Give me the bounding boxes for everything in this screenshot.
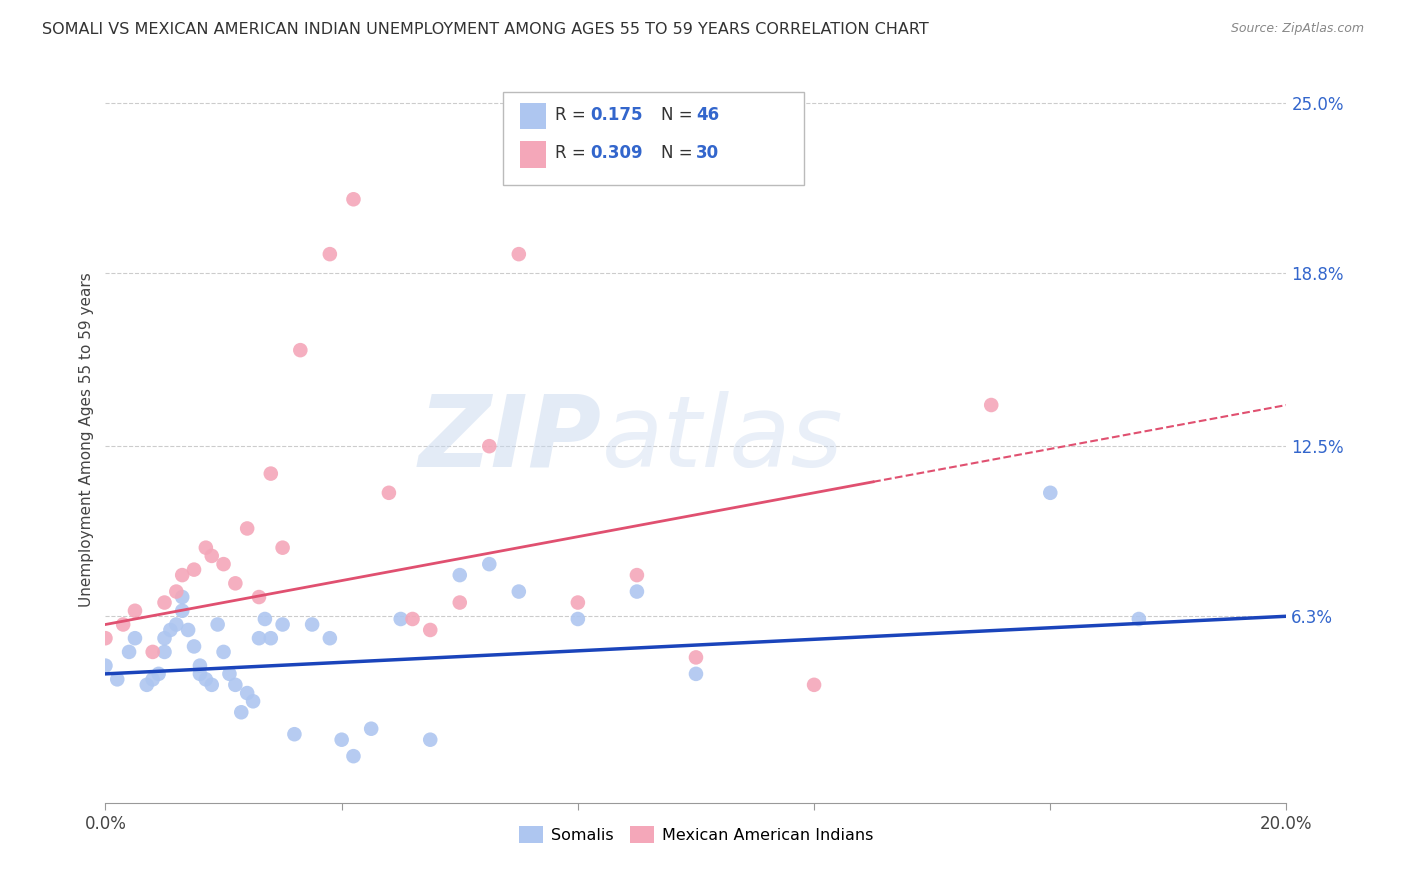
- Point: [236, 521, 259, 535]
- Point: [188, 666, 211, 681]
- Point: [194, 541, 217, 555]
- Point: [508, 247, 530, 261]
- Point: [94, 631, 117, 645]
- Point: [567, 612, 589, 626]
- Point: [201, 549, 224, 563]
- Point: [419, 732, 441, 747]
- Point: [478, 557, 501, 571]
- Point: [118, 645, 141, 659]
- Point: [449, 595, 471, 609]
- Point: [183, 640, 205, 654]
- Point: [290, 343, 312, 358]
- Point: [401, 612, 423, 626]
- Point: [360, 722, 382, 736]
- Point: [153, 595, 176, 609]
- Point: [283, 727, 305, 741]
- Point: [980, 398, 1002, 412]
- Point: [165, 584, 187, 599]
- Text: 0.175: 0.175: [591, 106, 643, 124]
- Point: [201, 678, 224, 692]
- Text: R =: R =: [555, 145, 592, 162]
- Point: [94, 658, 117, 673]
- Text: 46: 46: [696, 106, 718, 124]
- Text: 0.309: 0.309: [591, 145, 643, 162]
- Point: [194, 673, 217, 687]
- Point: [419, 623, 441, 637]
- Point: [183, 563, 205, 577]
- Point: [1128, 612, 1150, 626]
- Point: [319, 247, 342, 261]
- Point: [142, 645, 165, 659]
- Text: R =: R =: [555, 106, 592, 124]
- Point: [389, 612, 412, 626]
- Point: [342, 749, 364, 764]
- Point: [449, 568, 471, 582]
- Point: [172, 590, 194, 604]
- Point: [236, 686, 259, 700]
- Point: [508, 584, 530, 599]
- Text: Source: ZipAtlas.com: Source: ZipAtlas.com: [1230, 22, 1364, 36]
- Text: N =: N =: [661, 145, 697, 162]
- Point: [685, 666, 707, 681]
- Point: [626, 568, 648, 582]
- Point: [224, 678, 246, 692]
- Point: [124, 631, 146, 645]
- Point: [172, 604, 194, 618]
- Point: [803, 678, 825, 692]
- Point: [124, 604, 146, 618]
- Point: [218, 666, 240, 681]
- Point: [342, 192, 364, 206]
- Point: [271, 541, 294, 555]
- Point: [378, 485, 401, 500]
- Point: [172, 568, 194, 582]
- Point: [478, 439, 501, 453]
- Point: [247, 590, 270, 604]
- Point: [112, 617, 135, 632]
- Point: [319, 631, 342, 645]
- Point: [301, 617, 323, 632]
- Text: SOMALI VS MEXICAN AMERICAN INDIAN UNEMPLOYMENT AMONG AGES 55 TO 59 YEARS CORRELA: SOMALI VS MEXICAN AMERICAN INDIAN UNEMPL…: [42, 22, 929, 37]
- Point: [260, 631, 283, 645]
- Point: [271, 617, 294, 632]
- Text: 30: 30: [696, 145, 718, 162]
- Point: [165, 617, 187, 632]
- Point: [159, 623, 181, 637]
- Point: [626, 584, 648, 599]
- Point: [260, 467, 283, 481]
- Point: [188, 658, 211, 673]
- Point: [242, 694, 264, 708]
- Point: [685, 650, 707, 665]
- Y-axis label: Unemployment Among Ages 55 to 59 years: Unemployment Among Ages 55 to 59 years: [79, 272, 94, 607]
- Point: [135, 678, 157, 692]
- Point: [224, 576, 246, 591]
- Point: [207, 617, 229, 632]
- Point: [177, 623, 200, 637]
- Point: [153, 631, 176, 645]
- Text: atlas: atlas: [602, 391, 844, 488]
- Point: [153, 645, 176, 659]
- Point: [105, 673, 128, 687]
- Point: [253, 612, 276, 626]
- Point: [231, 706, 253, 720]
- Point: [142, 673, 165, 687]
- Point: [212, 645, 235, 659]
- Point: [212, 557, 235, 571]
- Text: N =: N =: [661, 106, 697, 124]
- Point: [148, 666, 170, 681]
- Point: [330, 732, 353, 747]
- Text: ZIP: ZIP: [419, 391, 602, 488]
- Point: [567, 595, 589, 609]
- Point: [1039, 485, 1062, 500]
- Point: [247, 631, 270, 645]
- Legend: Somalis, Mexican American Indians: Somalis, Mexican American Indians: [513, 820, 879, 849]
